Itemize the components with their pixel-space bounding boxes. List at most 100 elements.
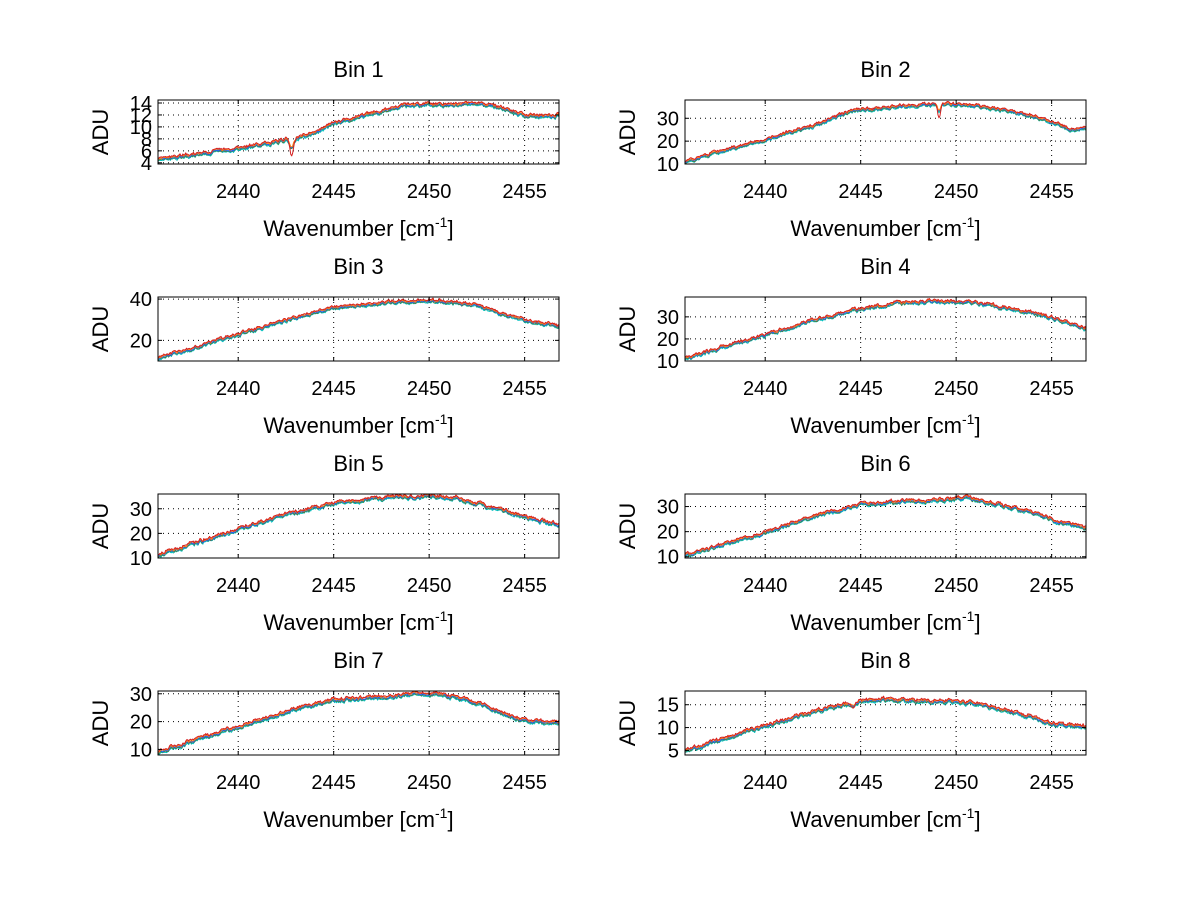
subplot-title: Bin 8	[860, 648, 910, 673]
y-tick-label: 20	[657, 329, 679, 351]
x-axis-label-superscript: -1	[962, 214, 975, 230]
series-line-1	[157, 693, 560, 756]
series-line-3	[157, 102, 560, 161]
axes-frame	[684, 296, 1087, 362]
y-tick-label: 15	[657, 695, 679, 717]
y-tick-label: 20	[130, 712, 152, 734]
y-tick-label: 30	[657, 108, 679, 130]
y-tick-label: 20	[657, 131, 679, 153]
series-line-1	[157, 495, 560, 559]
series-line-1	[684, 699, 1087, 754]
x-axis-label-superscript: -1	[962, 805, 975, 821]
axes-frame	[684, 99, 1087, 165]
x-tick-label: 2440	[743, 575, 788, 597]
x-axis-label-close: ]	[447, 610, 453, 635]
subplot-bin-6: Bin 6 2440 2445 2450 2455 10 20 30 Wavenumber [c…	[615, 451, 1087, 635]
x-tick-label: 2445	[311, 575, 356, 597]
x-axis-label-superscript: -1	[435, 805, 448, 821]
y-axis-label: ADU	[615, 306, 640, 352]
series-line-3	[684, 102, 1087, 163]
series-group	[684, 298, 1087, 361]
x-axis-label-text: Wavenumber [cm	[263, 413, 435, 438]
x-tick-label: 2440	[216, 181, 261, 203]
series-line-5	[157, 690, 560, 752]
subplot-title: Bin 6	[860, 451, 910, 476]
x-tick-label: 2455	[1029, 181, 1074, 203]
series-line-4	[157, 298, 560, 359]
y-axis-label: ADU	[88, 700, 113, 746]
x-tick-label: 2450	[934, 378, 979, 400]
series-line-5	[684, 101, 1087, 162]
y-axis-label: ADU	[88, 306, 113, 352]
x-axis-label-text: Wavenumber [cm	[263, 610, 435, 635]
series-line-1	[684, 104, 1087, 165]
series-line-3	[684, 495, 1087, 557]
series-line-2	[684, 103, 1087, 164]
x-axis-label: Wavenumber [cm-1]	[263, 608, 453, 635]
x-tick-label: 2440	[216, 378, 261, 400]
y-axis-label: ADU	[615, 700, 640, 746]
y-tick-label: 10	[657, 351, 679, 373]
y-tick-label: 10	[130, 548, 152, 570]
y-tick-label: 10	[657, 718, 679, 740]
subplot-title: Bin 1	[333, 57, 383, 82]
x-tick-label: 2450	[407, 181, 452, 203]
series-line-5	[684, 494, 1087, 555]
x-axis-label-text: Wavenumber [cm	[790, 216, 962, 241]
x-tick-label: 2455	[502, 378, 547, 400]
subplot-title: Bin 7	[333, 648, 383, 673]
y-axis-label: ADU	[88, 503, 113, 549]
y-tick-label: 10	[130, 739, 152, 761]
series-line-1	[157, 300, 560, 362]
subplot-bin-7: Bin 7 2440 2445 2450 2455 10 20 30 Wavenumber [c…	[88, 648, 560, 832]
series-line-3	[157, 494, 560, 557]
x-tick-label: 2445	[311, 378, 356, 400]
x-axis-label: Wavenumber [cm-1]	[790, 411, 980, 438]
x-axis-label: Wavenumber [cm-1]	[263, 214, 453, 241]
series-group	[157, 690, 560, 756]
series-line-5	[157, 297, 560, 358]
x-axis-label-close: ]	[447, 216, 453, 241]
series-group	[684, 101, 1087, 165]
y-tick-label: 4	[141, 153, 152, 175]
series-line-2	[684, 698, 1087, 753]
series-line-2	[158, 494, 560, 558]
series-line-5	[684, 695, 1087, 750]
axes-frame	[157, 296, 560, 362]
x-axis-label-text: Wavenumber [cm	[263, 216, 435, 241]
series-line-5	[684, 298, 1087, 358]
x-axis-label-superscript: -1	[435, 608, 448, 624]
x-tick-label: 2440	[743, 378, 788, 400]
y-tick-label: 10	[130, 117, 152, 139]
x-axis-label: Wavenumber [cm-1]	[790, 214, 980, 241]
y-tick-label: 10	[657, 547, 679, 569]
y-tick-label: 14	[130, 93, 152, 115]
y-axis-label: ADU	[615, 109, 640, 155]
axes-frame	[684, 493, 1087, 559]
x-tick-label: 2440	[216, 772, 261, 794]
x-axis-label: Wavenumber [cm-1]	[790, 805, 980, 832]
x-axis-label: Wavenumber [cm-1]	[790, 608, 980, 635]
series-group	[157, 493, 560, 559]
series-line-4	[684, 102, 1087, 163]
x-tick-label: 2450	[934, 575, 979, 597]
x-tick-label: 2450	[407, 378, 452, 400]
x-tick-label: 2445	[838, 181, 883, 203]
axes-frame	[684, 690, 1087, 756]
x-axis-label-text: Wavenumber [cm	[263, 807, 435, 832]
y-tick-label: 5	[668, 740, 679, 762]
subplot-title: Bin 2	[860, 57, 910, 82]
series-group	[157, 100, 560, 162]
series-line-1	[684, 497, 1086, 558]
series-line-2	[157, 692, 560, 755]
y-tick-label: 20	[130, 523, 152, 545]
x-axis-label-close: ]	[974, 413, 980, 438]
x-tick-label: 2440	[216, 575, 261, 597]
y-tick-label: 30	[130, 499, 152, 521]
series-line-5	[158, 493, 560, 556]
x-tick-label: 2455	[502, 772, 547, 794]
x-axis-label-superscript: -1	[962, 608, 975, 624]
series-group	[684, 695, 1087, 754]
